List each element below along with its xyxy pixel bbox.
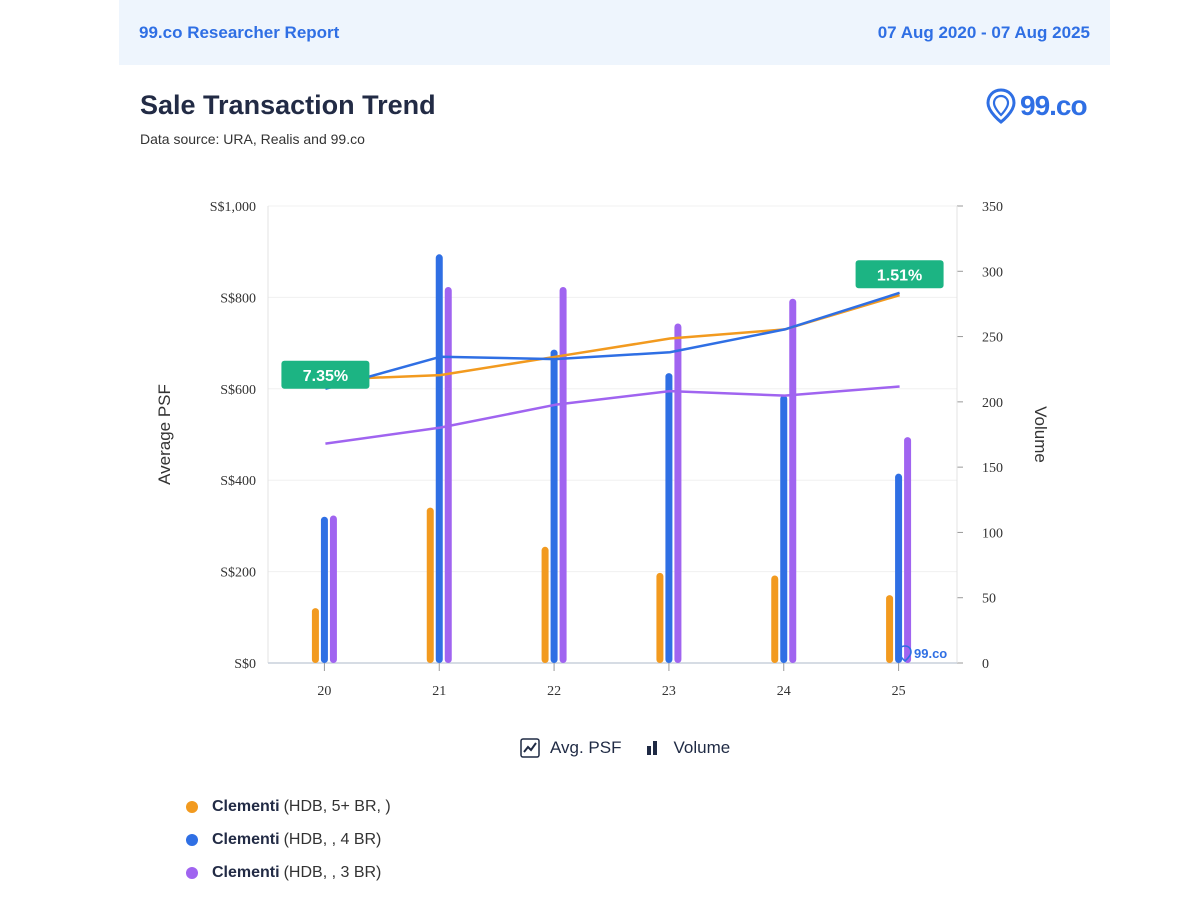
y-left-tick-label: S$600 [220,383,256,398]
avg-psf-toggle[interactable]: Avg. PSF [520,738,622,758]
x-tick-label: 21 [432,684,446,699]
data-source-subtitle: Data source: URA, Realis and 99.co [140,131,365,147]
legend-detail: (HDB, , 4 BR) [283,830,382,848]
legend-dot-4br [186,833,198,846]
legend-detail: (HDB, 5+ BR, ) [283,797,391,815]
brand-logo: 99.co [986,88,1088,124]
percent-change-label: 7.35% [303,368,348,385]
series-legend: Clementi (HDB, 5+ BR, ) Clementi (HDB, ,… [186,790,391,889]
volume-bar [329,515,337,663]
volume-bar [559,286,567,663]
y-right-tick-label: 350 [982,200,1003,215]
y-right-tick-label: 0 [982,657,989,672]
x-tick-label: 23 [662,684,676,699]
percent-change-badge [281,360,370,389]
volume-bar [674,323,682,663]
y-right-tick-label: 100 [982,526,1003,541]
volume-bar [541,546,549,663]
volume-toggle-label: Volume [673,738,731,757]
volume-bar [780,395,788,663]
metric-toggles: Avg. PSF Volume [520,738,752,758]
y-right-tick-label: 250 [982,331,1003,346]
report-header: 99.co Researcher Report 07 Aug 2020 - 07… [119,0,1110,65]
y-right-tick-label: 200 [982,396,1003,411]
volume-bar [444,286,452,663]
volume-bar [426,507,434,663]
avg-psf-line [325,291,900,391]
bar-chart-icon [646,741,657,755]
legend-name: Clementi [212,797,280,815]
avg-psf-toggle-label: Avg. PSF [550,738,622,757]
y-right-axis-title: Volume [1031,406,1050,463]
y-left-tick-label: S$200 [220,566,256,581]
legend-item-4br[interactable]: Clementi (HDB, , 4 BR) [186,823,391,856]
volume-bar [904,437,912,663]
percent-change-badge [855,260,944,289]
avg-psf-line [325,385,900,445]
legend-name: Clementi [212,830,280,848]
x-tick-label: 24 [777,684,791,699]
y-left-tick-label: S$0 [234,657,256,672]
volume-bar [435,254,443,663]
volume-bar [665,373,673,663]
legend-detail: (HDB, , 3 BR) [283,863,382,881]
volume-bar [771,575,779,663]
report-date-range: 07 Aug 2020 - 07 Aug 2025 [877,22,1090,42]
y-right-tick-label: 150 [982,461,1003,476]
watermark-text: 99.co [914,646,947,661]
x-tick-label: 22 [547,684,561,699]
volume-bar [656,572,664,663]
volume-toggle[interactable]: Volume [644,738,731,758]
legend-item-3br[interactable]: Clementi (HDB, , 3 BR) [186,856,391,889]
y-left-axis-title: Average PSF [155,384,174,485]
volume-bar [320,516,328,663]
y-right-tick-label: 300 [982,265,1003,280]
volume-bar [550,349,558,663]
y-left-tick-label: S$800 [220,291,256,306]
volume-bar [895,473,903,663]
y-left-tick-label: S$1,000 [210,200,256,215]
chart-watermark: 99.co [898,645,947,663]
y-left-tick-label: S$400 [220,474,256,489]
volume-bar [886,595,894,663]
x-tick-label: 20 [317,684,331,699]
legend-name: Clementi [212,863,280,881]
avg-psf-line [325,293,900,381]
report-name: 99.co Researcher Report [139,22,340,42]
location-pin-icon [986,88,1016,124]
legend-item-5br[interactable]: Clementi (HDB, 5+ BR, ) [186,790,391,823]
page-title: Sale Transaction Trend [140,90,436,120]
x-tick-label: 25 [892,684,906,699]
watermark-pin-icon [898,645,912,663]
percent-change-label: 1.51% [877,267,922,284]
volume-bar [311,608,319,663]
line-chart-icon [520,738,540,758]
volume-bar [789,298,797,663]
legend-dot-3br [186,866,198,879]
y-right-tick-label: 50 [982,592,996,607]
logo-text: 99.co [1020,90,1088,121]
legend-dot-5br [186,800,198,813]
